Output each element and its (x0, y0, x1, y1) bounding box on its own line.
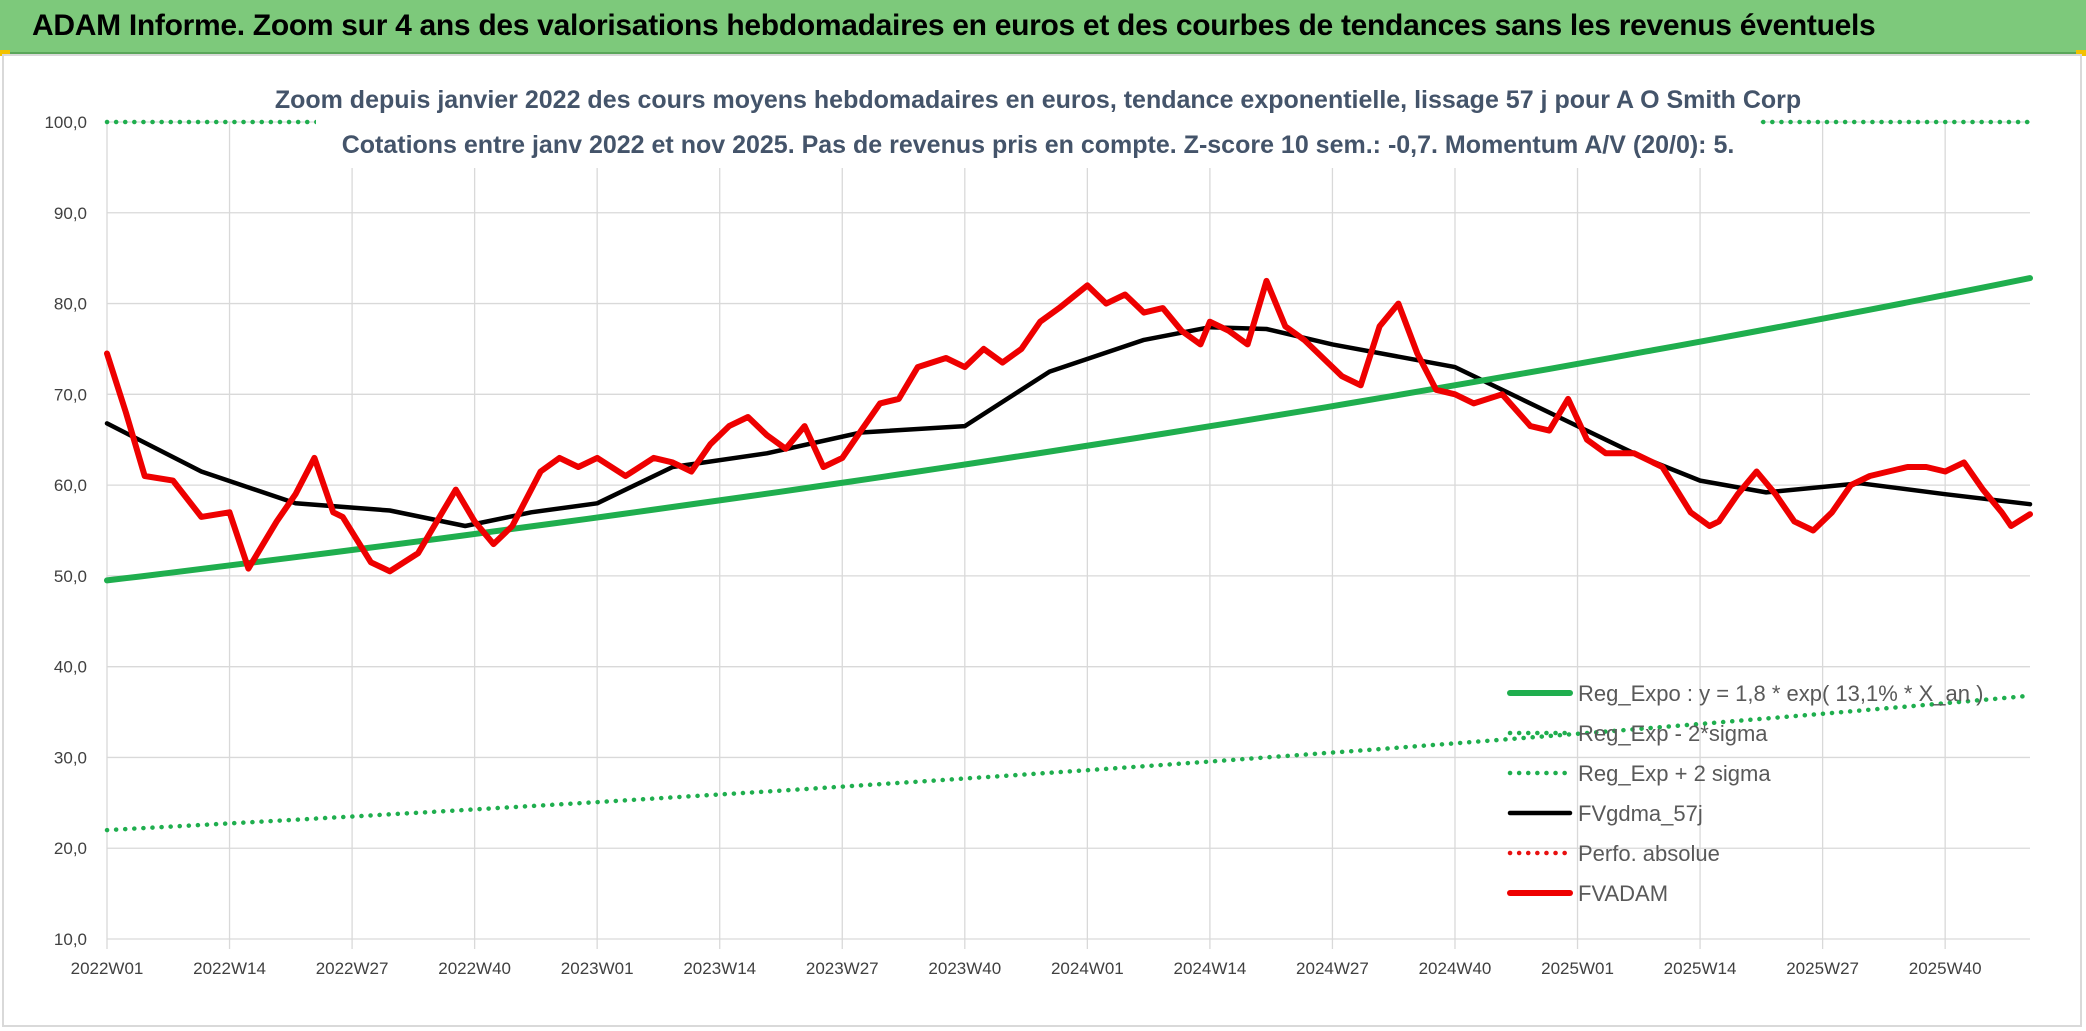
legend-label: FVADAM (1578, 881, 1668, 906)
series-reg-expo-y-1-8-exp-13-1-x-an-line (104, 275, 2033, 584)
x-tick-label: 2022W14 (193, 959, 266, 978)
x-axis-labels: 2022W01 2022W14 2022W27 2022W40 2023W01 2023W… (71, 959, 1982, 978)
x-tick-label: 2022W27 (316, 959, 389, 978)
legend-label: Perfo. absolue (1578, 841, 1720, 866)
y-tick-label: 60,0 (54, 476, 87, 495)
grid-lines (106, 121, 2030, 949)
series-reg-exp-2-sigma-line (104, 693, 2033, 833)
legend-label: Reg_Exp - 2*sigma (1578, 721, 1768, 746)
y-tick-label: 20,0 (54, 839, 87, 858)
x-tick-label: 2024W40 (1419, 959, 1492, 978)
series-fvadam-line (104, 277, 2033, 575)
chart-frame (2, 54, 2082, 1027)
x-tick-label: 2023W14 (683, 959, 756, 978)
legend-label: Reg_Exp + 2 sigma (1578, 761, 1771, 786)
x-tick-label: 2024W14 (1174, 959, 1247, 978)
legend: Reg_Expo : y = 1,8 * exp( 13,1% * X_an )… (1507, 681, 1983, 906)
legend-label: FVgdma_57j (1578, 801, 1703, 826)
x-tick-label: 2025W01 (1541, 959, 1614, 978)
x-tick-label: 2023W01 (561, 959, 634, 978)
y-tick-label: 80,0 (54, 295, 87, 314)
y-tick-label: 70,0 (54, 385, 87, 404)
report-title: ADAM Informe. Zoom sur 4 ans des valoris… (32, 9, 1876, 42)
x-tick-label: 2023W27 (806, 959, 879, 978)
x-tick-label: 2025W14 (1664, 959, 1737, 978)
title-box (316, 76, 1760, 168)
y-tick-label: 90,0 (54, 204, 87, 223)
accent-mark-left (0, 50, 10, 56)
series-fvgdma-57j-line (104, 324, 2033, 529)
x-tick-label: 2024W01 (1051, 959, 1124, 978)
legend-label: Reg_Expo : y = 1,8 * exp( 13,1% * X_an ) (1578, 681, 1983, 706)
y-axis-labels: 100,0 90,0 80,0 70,0 60,0 50,0 40,0 30,0 20,0 10,… (44, 113, 87, 949)
x-tick-label: 2025W40 (1909, 959, 1982, 978)
x-tick-label: 2024W27 (1296, 959, 1369, 978)
accent-mark-right (2076, 50, 2086, 56)
x-tick-label: 2022W01 (71, 959, 144, 978)
y-tick-label: 30,0 (54, 748, 87, 767)
report-header-banner: ADAM Informe. Zoom sur 4 ans des valoris… (0, 0, 2086, 54)
y-tick-label: 50,0 (54, 567, 87, 586)
y-tick-label: 100,0 (44, 113, 87, 132)
x-tick-label: 2022W40 (438, 959, 511, 978)
chart-title: Zoom depuis janvier 2022 des cours moyen… (275, 86, 1801, 114)
x-tick-label: 2023W40 (928, 959, 1001, 978)
chart-subtitle: Cotations entre janv 2022 et nov 2025. P… (342, 131, 1735, 159)
y-tick-label: 10,0 (54, 930, 87, 949)
y-tick-label: 40,0 (54, 658, 87, 677)
x-tick-label: 2025W27 (1786, 959, 1859, 978)
